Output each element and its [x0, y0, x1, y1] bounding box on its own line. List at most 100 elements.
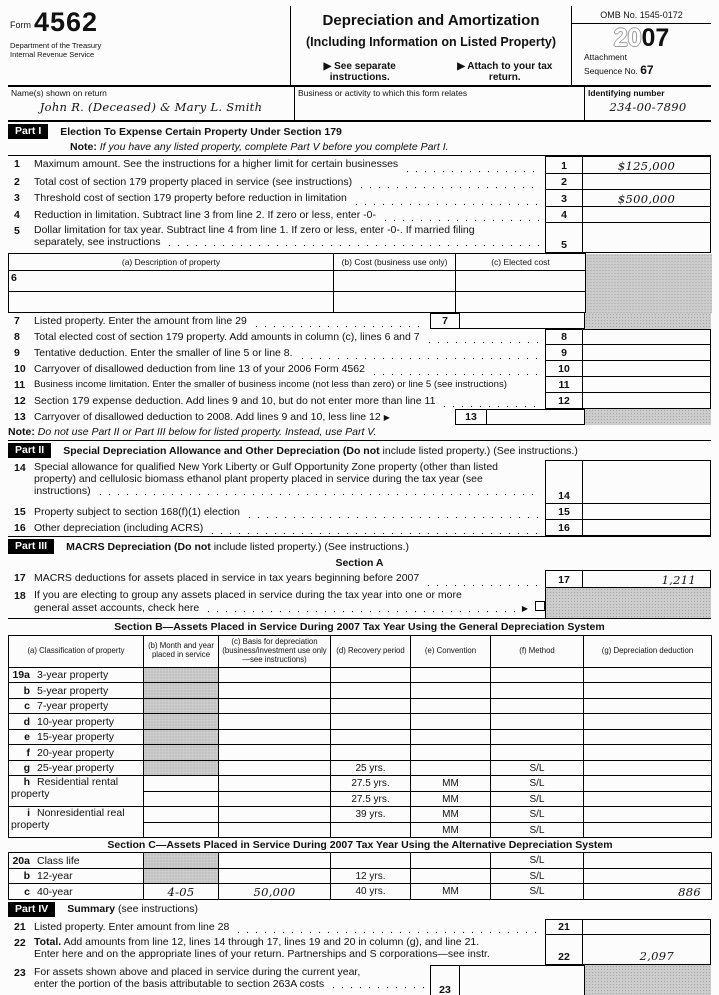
convention-cell[interactable] [410, 759, 491, 777]
method-cell[interactable]: S/L [490, 759, 584, 777]
line-13-value[interactable] [487, 409, 585, 425]
convention-cell[interactable]: MM [410, 775, 491, 792]
recovery-cell[interactable]: 27.5 yrs. [330, 790, 411, 808]
line-7-value[interactable] [460, 313, 585, 329]
deduction-cell[interactable] [583, 666, 712, 684]
identifying-number-value[interactable]: 234-00-7890 [609, 100, 687, 114]
convention-cell[interactable]: MM [410, 806, 491, 823]
line-10-value[interactable] [583, 361, 711, 377]
line-15-value[interactable] [583, 504, 711, 520]
deduction-cell[interactable] [583, 867, 712, 885]
convention-cell[interactable] [410, 728, 491, 746]
recovery-cell[interactable] [330, 821, 411, 839]
basis-cell[interactable] [218, 867, 331, 885]
basis-cell[interactable] [218, 666, 331, 684]
method-cell[interactable] [490, 682, 584, 699]
recovery-cell[interactable] [330, 666, 411, 684]
recovery-cell[interactable] [330, 682, 411, 699]
line-21-value[interactable] [583, 918, 711, 935]
month-cell[interactable] [143, 775, 219, 792]
deduction-cell[interactable] [583, 697, 712, 715]
recovery-cell[interactable]: 39 yrs. [330, 806, 411, 823]
line-3-value[interactable]: $500,000 [583, 190, 711, 207]
method-cell[interactable] [490, 713, 584, 730]
basis-cell[interactable] [218, 775, 331, 792]
line-4-value[interactable] [583, 207, 711, 223]
line-6-elected-cell-2[interactable] [455, 291, 586, 313]
basis-cell[interactable] [218, 728, 331, 746]
convention-cell[interactable] [410, 666, 491, 684]
month-cell[interactable] [143, 790, 219, 808]
identifying-number-field[interactable]: Identifying number 234-00-7890 [585, 87, 711, 120]
line-6-elected-cell-1[interactable] [455, 270, 586, 292]
basis-cell[interactable] [218, 682, 331, 699]
group-assets-checkbox[interactable] [535, 601, 545, 611]
line-22-value[interactable]: 2,097 [583, 934, 711, 965]
line-23-value[interactable] [460, 964, 585, 995]
line-8-value[interactable] [583, 329, 711, 345]
line-5-value[interactable] [583, 223, 711, 253]
name-field[interactable]: Name(s) shown on return John R. (Decease… [8, 87, 295, 120]
method-cell[interactable]: S/L [490, 790, 584, 808]
convention-cell[interactable] [410, 697, 491, 715]
basis-cell[interactable] [218, 697, 331, 715]
line-1-value[interactable]: $125,000 [583, 156, 711, 174]
recovery-cell[interactable]: 25 yrs. [330, 759, 411, 777]
line-9-value[interactable] [583, 345, 711, 361]
deduction-cell[interactable] [583, 821, 712, 839]
method-cell[interactable] [490, 666, 584, 684]
convention-cell[interactable]: MM [410, 883, 491, 900]
convention-cell[interactable] [410, 682, 491, 699]
deduction-cell[interactable]: 886 [583, 883, 712, 900]
line-6-cost-cell-1[interactable] [333, 270, 456, 292]
method-cell[interactable] [490, 728, 584, 746]
recovery-cell[interactable] [330, 852, 411, 869]
method-cell[interactable]: S/L [490, 821, 584, 839]
method-cell[interactable]: S/L [490, 867, 584, 885]
convention-cell[interactable] [410, 744, 491, 761]
method-cell[interactable]: S/L [490, 806, 584, 823]
deduction-cell[interactable] [583, 806, 712, 823]
convention-cell[interactable]: MM [410, 790, 491, 808]
deduction-cell[interactable] [583, 852, 712, 869]
method-cell[interactable]: S/L [490, 775, 584, 792]
month-cell[interactable] [143, 821, 219, 839]
month-cell[interactable]: 4-05 [143, 883, 219, 900]
basis-cell[interactable] [218, 821, 331, 839]
basis-cell[interactable] [218, 852, 331, 869]
basis-cell[interactable] [218, 713, 331, 730]
basis-cell[interactable] [218, 790, 331, 808]
convention-cell[interactable] [410, 713, 491, 730]
line-17-value[interactable]: 1,211 [583, 570, 711, 588]
deduction-cell[interactable] [583, 682, 712, 699]
basis-cell[interactable] [218, 806, 331, 823]
recovery-cell[interactable]: 27.5 yrs. [330, 775, 411, 792]
deduction-cell[interactable] [583, 744, 712, 761]
method-cell[interactable] [490, 697, 584, 715]
recovery-cell[interactable] [330, 697, 411, 715]
recovery-cell[interactable]: 12 yrs. [330, 867, 411, 885]
name-value[interactable]: John R. (Deceased) & Mary L. Smith [39, 100, 263, 114]
deduction-cell[interactable] [583, 713, 712, 730]
method-cell[interactable] [490, 744, 584, 761]
line-12-value[interactable] [583, 393, 711, 409]
month-cell[interactable] [143, 806, 219, 823]
deduction-cell[interactable] [583, 775, 712, 792]
basis-cell[interactable] [218, 759, 331, 777]
recovery-cell[interactable]: 40 yrs. [330, 883, 411, 900]
convention-cell[interactable] [410, 852, 491, 869]
deduction-cell[interactable] [583, 759, 712, 777]
line-6-description-cell-2[interactable] [8, 291, 334, 313]
line-2-value[interactable] [583, 174, 711, 190]
deduction-cell[interactable] [583, 790, 712, 808]
business-field[interactable]: Business or activity to which this form … [295, 87, 585, 120]
convention-cell[interactable]: MM [410, 821, 491, 839]
line-11-value[interactable] [583, 377, 711, 393]
line-14-value[interactable] [583, 460, 711, 504]
convention-cell[interactable] [410, 867, 491, 885]
method-cell[interactable]: S/L [490, 883, 584, 900]
method-cell[interactable]: S/L [490, 852, 584, 869]
line-6-cost-cell-2[interactable] [333, 291, 456, 313]
basis-cell[interactable]: 50,000 [218, 883, 331, 900]
deduction-cell[interactable] [583, 728, 712, 746]
